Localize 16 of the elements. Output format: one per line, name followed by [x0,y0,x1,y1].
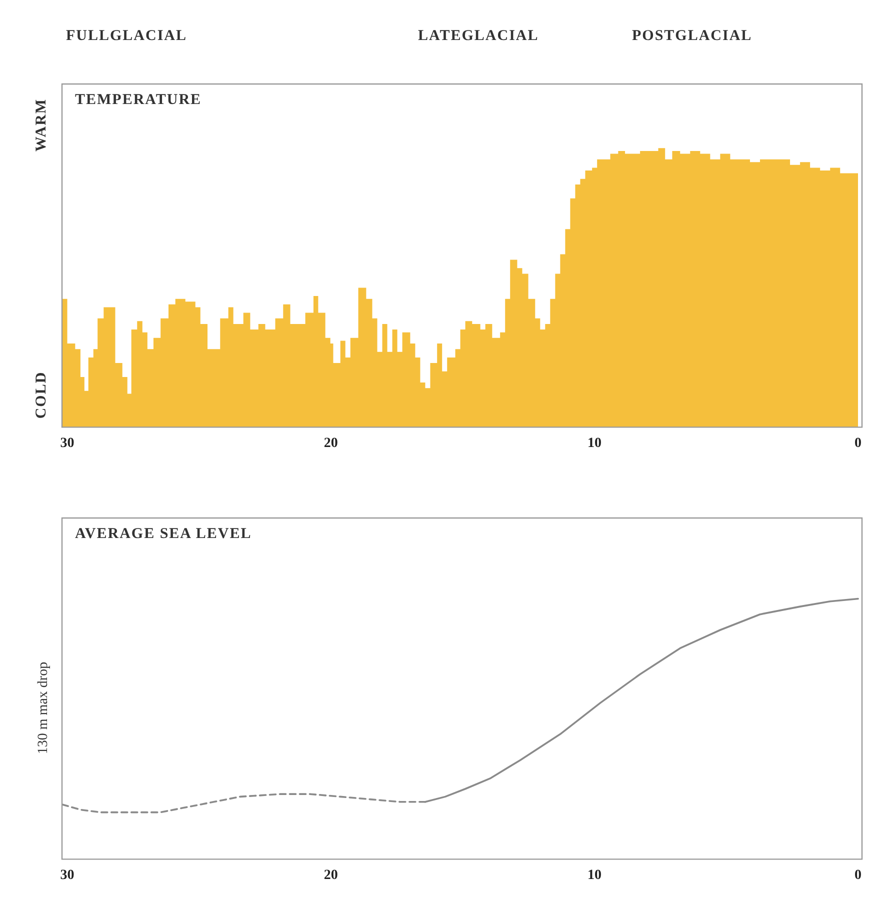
text: POSTGLACIAL [632,28,752,45]
text: FULLGLACIAL [66,28,188,45]
x-tick-label: 30 [60,436,74,452]
x-tick-label: 10 [587,868,602,884]
y-axis-title: 130 m max drop [36,662,52,754]
x-tick-label: 10 [587,436,602,452]
chart-title: TEMPERATURE [75,92,202,109]
chart-title: AVERAGE SEA LEVEL [75,526,252,543]
text: WARM [34,98,50,152]
x-tick-label: 30 [60,868,74,884]
text: COLD [34,371,50,419]
x-tick-label: 0 [854,868,862,884]
text: LATEGLACIAL [418,28,539,45]
x-tick-label: 0 [854,436,862,452]
x-tick-label: 20 [324,436,338,452]
x-tick-label: 20 [324,868,338,884]
